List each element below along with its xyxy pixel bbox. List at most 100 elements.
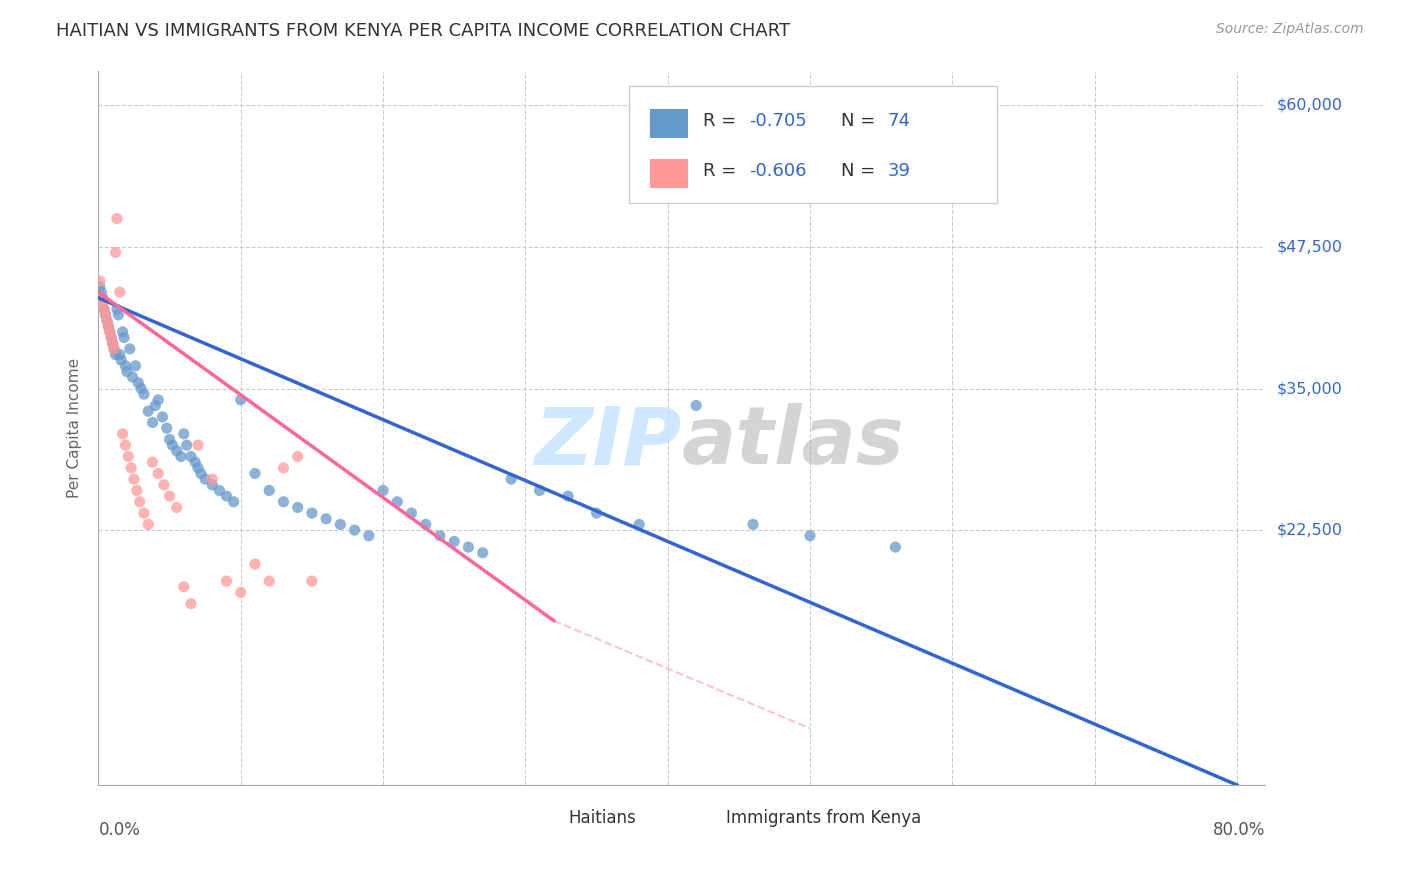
Text: $60,000: $60,000 xyxy=(1277,98,1343,113)
Text: N =: N = xyxy=(841,161,880,179)
Point xyxy=(152,409,174,424)
Point xyxy=(114,359,136,373)
Text: HAITIAN VS IMMIGRANTS FROM KENYA PER CAPITA INCOME CORRELATION CHART: HAITIAN VS IMMIGRANTS FROM KENYA PER CAP… xyxy=(56,22,790,40)
Point xyxy=(100,330,122,344)
Point xyxy=(108,347,131,361)
Point xyxy=(112,330,135,344)
Point xyxy=(371,483,394,498)
Text: $35,000: $35,000 xyxy=(1277,381,1343,396)
Point xyxy=(125,483,148,498)
Text: 74: 74 xyxy=(887,112,910,129)
Point xyxy=(110,353,132,368)
Point xyxy=(557,489,579,503)
Point xyxy=(215,574,238,588)
Point xyxy=(93,302,115,317)
FancyBboxPatch shape xyxy=(630,86,997,203)
Point xyxy=(132,506,155,520)
Point xyxy=(128,495,150,509)
Point xyxy=(115,365,138,379)
Point xyxy=(184,455,207,469)
Point xyxy=(343,523,366,537)
Point xyxy=(153,477,176,491)
Bar xyxy=(530,809,561,828)
Point xyxy=(301,506,323,520)
Point xyxy=(628,517,651,532)
Text: -0.606: -0.606 xyxy=(749,161,807,179)
Text: atlas: atlas xyxy=(682,403,904,482)
Point xyxy=(415,517,437,532)
Point xyxy=(103,342,125,356)
Point xyxy=(93,302,115,317)
Point xyxy=(257,483,280,498)
Point xyxy=(111,325,134,339)
Point xyxy=(120,460,142,475)
Point xyxy=(166,500,188,515)
Point xyxy=(329,517,352,532)
Bar xyxy=(651,159,688,187)
Point xyxy=(176,438,198,452)
Text: R =: R = xyxy=(703,161,742,179)
Point xyxy=(136,404,159,418)
Text: Source: ZipAtlas.com: Source: ZipAtlas.com xyxy=(1216,22,1364,37)
Point xyxy=(108,285,131,300)
Point xyxy=(141,455,163,469)
Bar xyxy=(651,109,688,137)
Point xyxy=(201,472,224,486)
Point xyxy=(529,483,551,498)
Point xyxy=(215,489,238,503)
Point xyxy=(287,500,309,515)
Point xyxy=(443,534,465,549)
Point xyxy=(273,460,295,475)
Point xyxy=(429,529,451,543)
Point xyxy=(156,421,179,435)
Point xyxy=(159,433,181,447)
Text: Haitians: Haitians xyxy=(568,810,637,828)
Point xyxy=(243,467,266,481)
Point xyxy=(357,529,380,543)
Point xyxy=(243,557,266,571)
Point xyxy=(114,438,136,452)
Point xyxy=(90,285,112,300)
Point xyxy=(170,450,193,464)
Point xyxy=(471,546,494,560)
Point xyxy=(387,495,409,509)
Point xyxy=(89,279,111,293)
Point xyxy=(129,382,152,396)
Point xyxy=(742,517,765,532)
Point xyxy=(159,489,181,503)
Text: -0.705: -0.705 xyxy=(749,112,807,129)
Point xyxy=(143,399,166,413)
Point xyxy=(287,450,309,464)
Point xyxy=(301,574,323,588)
Text: $47,500: $47,500 xyxy=(1277,239,1343,254)
Text: $22,500: $22,500 xyxy=(1277,523,1343,538)
Text: 39: 39 xyxy=(887,161,910,179)
Text: 0.0%: 0.0% xyxy=(98,821,141,838)
Point xyxy=(96,313,118,327)
Point xyxy=(91,291,114,305)
Point xyxy=(136,517,159,532)
Point xyxy=(94,308,117,322)
Point xyxy=(187,460,209,475)
Point xyxy=(97,319,120,334)
Point xyxy=(201,477,224,491)
Point xyxy=(173,426,195,441)
Bar xyxy=(688,809,718,828)
Point xyxy=(118,342,141,356)
Point xyxy=(100,330,122,344)
Point xyxy=(98,325,121,339)
Point xyxy=(91,296,114,310)
Point xyxy=(117,450,139,464)
Point xyxy=(194,472,217,486)
Point xyxy=(501,472,523,486)
Point xyxy=(105,211,128,226)
Point xyxy=(96,313,118,327)
Point xyxy=(685,399,707,413)
Point xyxy=(141,416,163,430)
Point xyxy=(132,387,155,401)
Point xyxy=(107,308,129,322)
Point xyxy=(799,529,821,543)
Point xyxy=(122,472,145,486)
Point xyxy=(166,443,188,458)
Point xyxy=(208,483,231,498)
